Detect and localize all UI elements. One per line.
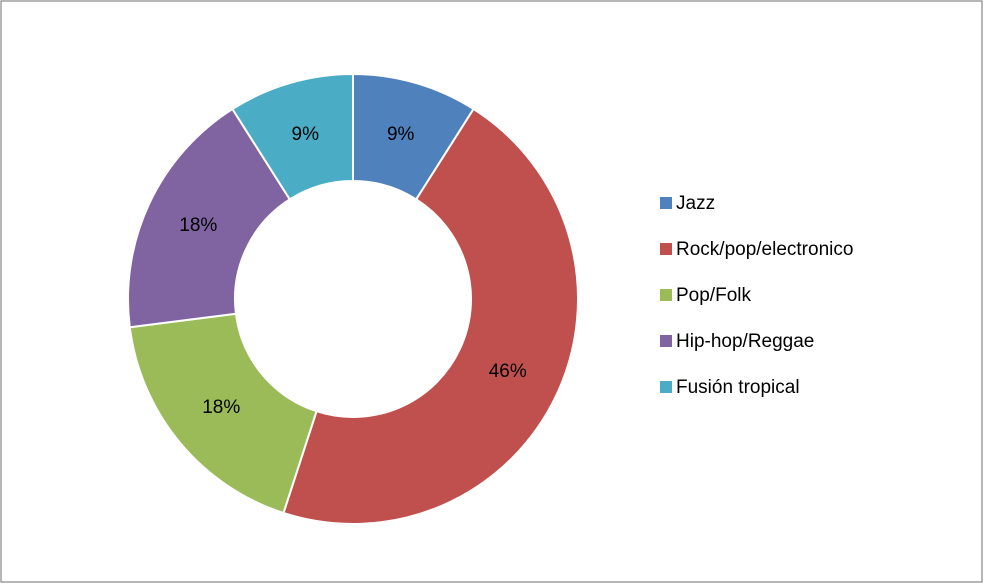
legend-label: Pop/Folk <box>676 285 751 306</box>
legend-swatch <box>660 289 672 301</box>
slice <box>231 72 354 201</box>
slice <box>127 107 292 329</box>
slice <box>128 312 318 515</box>
data-label: 9% <box>292 124 320 145</box>
data-label: 18% <box>179 215 217 236</box>
legend-label: Jazz <box>676 193 715 214</box>
legend-label: Hip-hop/Reggae <box>676 331 814 352</box>
data-label: 46% <box>489 361 527 382</box>
legend-swatch <box>660 335 672 347</box>
legend-swatch <box>660 243 672 255</box>
slice <box>282 107 579 525</box>
legend-swatch <box>660 381 672 393</box>
legend-label: Rock/pop/electronico <box>676 239 853 260</box>
legend-swatch <box>660 197 672 209</box>
data-label: 18% <box>202 397 240 418</box>
legend-label: Fusión tropical <box>676 377 800 398</box>
data-label: 9% <box>387 124 415 145</box>
